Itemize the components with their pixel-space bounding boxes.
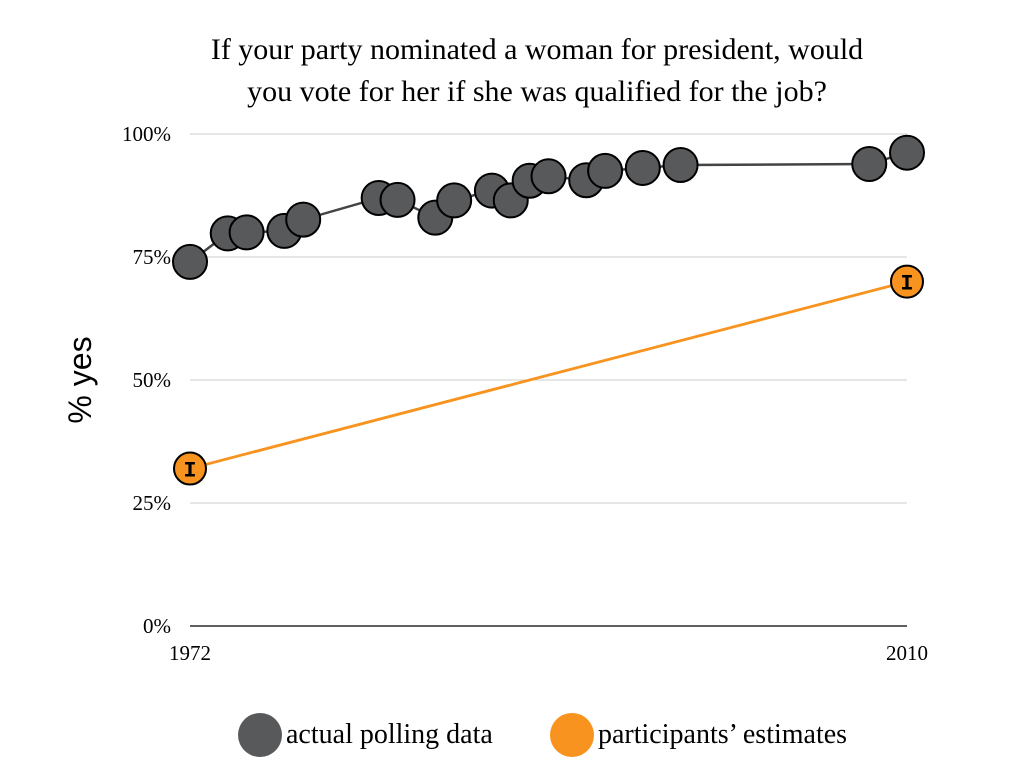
error-bar-marker: I bbox=[183, 459, 196, 484]
y-axis-label: % yes bbox=[62, 336, 98, 423]
y-tick-label: 0% bbox=[143, 614, 171, 638]
y-tick-label: 75% bbox=[133, 245, 172, 269]
data-point bbox=[889, 134, 925, 171]
data-point bbox=[379, 181, 416, 218]
data-point bbox=[173, 451, 207, 486]
series-participants-estimates: II bbox=[173, 264, 924, 486]
chart-title-line-2: you vote for her if she was qualified fo… bbox=[247, 75, 827, 108]
data-point bbox=[851, 146, 888, 183]
data-point bbox=[228, 214, 265, 251]
y-tick-label: 100% bbox=[122, 122, 171, 146]
legend-label: participants’ estimates bbox=[598, 719, 847, 750]
chart-title-line-1: If your party nominated a woman for pres… bbox=[211, 33, 863, 66]
y-axis-ticks: 0% 25% 50% 75% 100% bbox=[122, 122, 171, 638]
series-line bbox=[189, 280, 908, 470]
data-point bbox=[172, 243, 208, 280]
data-point bbox=[587, 152, 624, 189]
data-point bbox=[436, 182, 473, 219]
x-tick-label: 1972 bbox=[169, 641, 211, 665]
y-tick-label: 50% bbox=[133, 368, 172, 392]
x-axis-ticks: 1972 2010 bbox=[169, 641, 928, 665]
data-point bbox=[890, 264, 924, 299]
data-point bbox=[530, 158, 567, 195]
legend-swatch bbox=[550, 713, 594, 757]
chart-title: If your party nominated a woman for pres… bbox=[211, 33, 863, 108]
legend: actual polling data participants’ estimat… bbox=[238, 713, 847, 757]
gridlines bbox=[190, 133, 907, 627]
plot-area: II bbox=[172, 134, 925, 486]
legend-label: actual polling data bbox=[286, 719, 493, 750]
data-point bbox=[662, 146, 699, 183]
y-tick-label: 25% bbox=[133, 491, 172, 515]
data-point bbox=[285, 201, 322, 238]
legend-swatch bbox=[238, 713, 282, 757]
x-tick-label: 2010 bbox=[886, 641, 928, 665]
series-actual-polling bbox=[172, 134, 925, 280]
error-bar-marker: I bbox=[900, 272, 913, 297]
data-point bbox=[624, 149, 661, 186]
